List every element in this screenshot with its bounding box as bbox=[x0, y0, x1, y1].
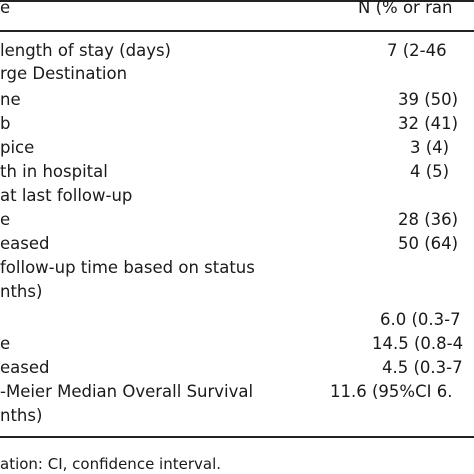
row-label: eased bbox=[0, 234, 50, 253]
row-label: e bbox=[0, 334, 11, 353]
row-label: follow-up time based on status bbox=[0, 258, 255, 277]
row-label: rge Destination bbox=[0, 64, 128, 83]
row-value: 32 (41) bbox=[398, 114, 459, 133]
table-row: -Meier Median Overall Survival 11.6 (95%… bbox=[0, 380, 474, 404]
table-row: b 32 (41) bbox=[0, 112, 474, 136]
row-label: eased bbox=[0, 358, 50, 377]
table-row: length of stay (days) 7 (2-46 bbox=[0, 39, 474, 63]
table-row: pice 3 (4) bbox=[0, 136, 474, 160]
table-row: eased 4.5 (0.3-7 bbox=[0, 356, 474, 380]
table-row: th in hospital 4 (5) bbox=[0, 160, 474, 184]
table-row: at last follow-up bbox=[0, 184, 474, 208]
table-row: eased 50 (64) bbox=[0, 232, 474, 256]
header-variable: e bbox=[0, 0, 11, 17]
table-bottom-rule bbox=[0, 436, 474, 438]
row-label: nths) bbox=[0, 406, 43, 425]
table-row: e 28 (36) bbox=[0, 208, 474, 232]
table-header: e N (% or ran bbox=[0, 0, 474, 20]
row-label: th in hospital bbox=[0, 162, 108, 181]
header-rule bbox=[0, 30, 474, 32]
row-label: b bbox=[0, 114, 11, 133]
table-row: ne 39 (50) bbox=[0, 88, 474, 112]
table-row: follow-up time based on status bbox=[0, 256, 474, 280]
row-value: 39 (50) bbox=[398, 90, 459, 109]
row-value: 14.5 (0.8-4 bbox=[372, 334, 464, 353]
table-top-rule bbox=[0, 0, 474, 2]
row-label: e bbox=[0, 210, 11, 229]
header-n: N (% or ran bbox=[358, 0, 453, 17]
table-row: e 14.5 (0.8-4 bbox=[0, 332, 474, 356]
row-label: length of stay (days) bbox=[0, 41, 171, 60]
row-value: 4 (5) bbox=[410, 162, 450, 181]
row-label: pice bbox=[0, 138, 35, 157]
row-label: at last follow-up bbox=[0, 186, 133, 205]
row-value: 4.5 (0.3-7 bbox=[382, 358, 463, 377]
row-label: nths) bbox=[0, 282, 43, 301]
table-row: nths) bbox=[0, 280, 474, 304]
row-value: 3 (4) bbox=[410, 138, 450, 157]
table-footnote: ation: CI, confidence interval. bbox=[0, 455, 222, 473]
row-value: 7 (2-46 bbox=[387, 41, 447, 60]
row-label: -Meier Median Overall Survival bbox=[0, 382, 254, 401]
table-row: rge Destination bbox=[0, 62, 474, 86]
row-value: 6.0 (0.3-7 bbox=[380, 310, 461, 329]
table-row: 6.0 (0.3-7 bbox=[0, 308, 474, 332]
row-value: 11.6 (95%CI 6. bbox=[330, 382, 453, 401]
table-row: nths) bbox=[0, 404, 474, 428]
row-value: 50 (64) bbox=[398, 234, 459, 253]
row-value: 28 (36) bbox=[398, 210, 459, 229]
row-label: ne bbox=[0, 90, 21, 109]
